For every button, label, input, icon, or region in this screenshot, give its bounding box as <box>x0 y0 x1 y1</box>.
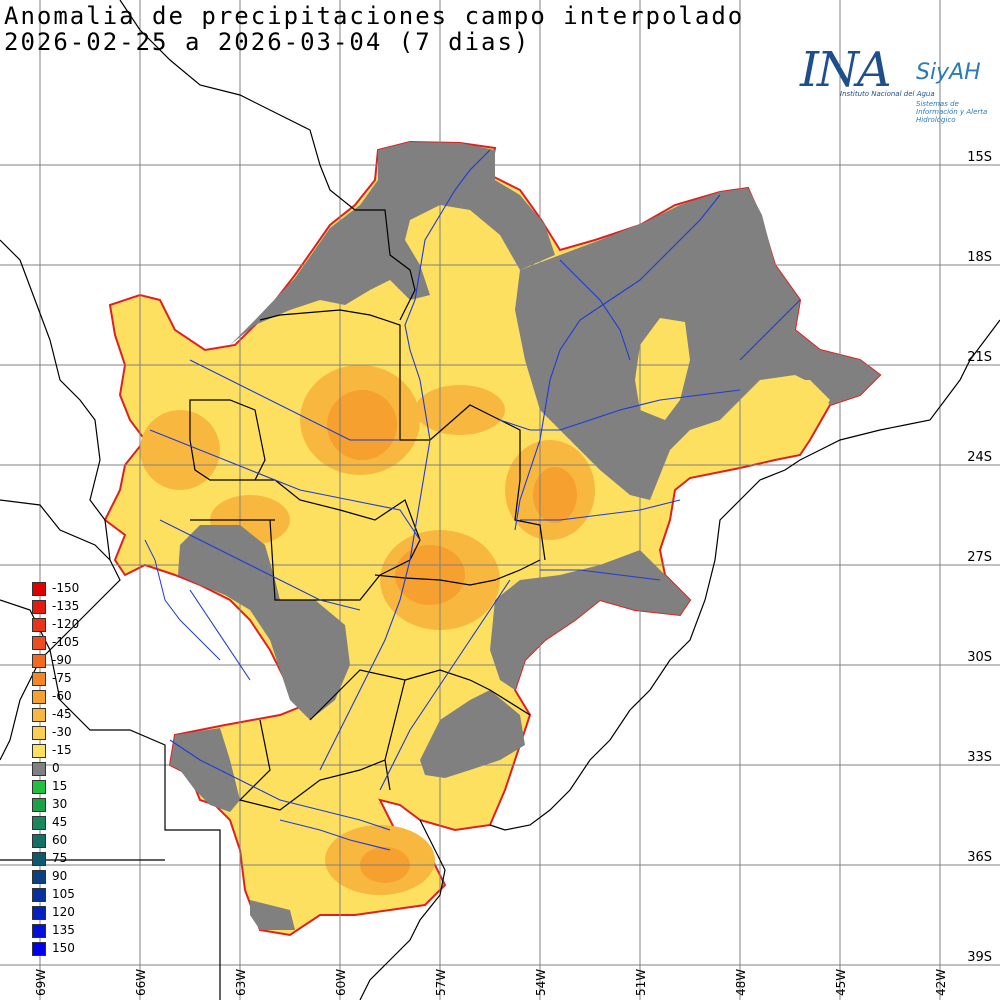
lat-label: 33S <box>967 750 992 765</box>
lon-label: 66W <box>134 968 148 996</box>
legend-entry: 45 <box>32 815 112 830</box>
lon-label: 45W <box>834 968 848 996</box>
legend-entry: -75 <box>32 671 112 686</box>
legend-entry: 150 <box>32 941 112 956</box>
legend-entry: 135 <box>32 923 112 938</box>
legend-swatch <box>32 762 46 776</box>
legend-entry: -30 <box>32 725 112 740</box>
legend-entry: 120 <box>32 905 112 920</box>
legend-swatch <box>32 636 46 650</box>
legend-label: -75 <box>52 671 72 685</box>
lon-label: 48W <box>734 968 748 996</box>
legend-label: -30 <box>52 725 72 739</box>
legend-swatch <box>32 888 46 902</box>
logo-institute-text: Instituto Nacional del Agua <box>840 90 935 98</box>
legend-swatch <box>32 906 46 920</box>
legend-swatch <box>32 924 46 938</box>
legend-swatch <box>32 726 46 740</box>
lat-label: 36S <box>967 850 992 865</box>
legend-label: 15 <box>52 779 68 793</box>
lat-label: 24S <box>967 450 992 465</box>
legend-label: 105 <box>52 887 75 901</box>
legend-label: 135 <box>52 923 75 937</box>
legend-entry: -135 <box>32 599 112 614</box>
legend-swatch <box>32 708 46 722</box>
coastline <box>359 319 1000 1000</box>
lon-label: 60W <box>334 968 348 996</box>
legend-swatch <box>32 690 46 704</box>
legend-swatch <box>32 600 46 614</box>
lon-label: 51W <box>634 968 648 996</box>
legend-entry: -45 <box>32 707 112 722</box>
legend-swatch <box>32 834 46 848</box>
legend-label: -90 <box>52 653 72 667</box>
legend-label: -45 <box>52 707 72 721</box>
legend-swatch <box>32 672 46 686</box>
legend-swatch <box>32 942 46 956</box>
bay-outline <box>144 539 221 661</box>
legend-entry: 105 <box>32 887 112 902</box>
lon-label: 69W <box>34 968 48 996</box>
logo-ina-text: INA <box>800 42 892 98</box>
legend-label: 30 <box>52 797 68 811</box>
legend-entry: 75 <box>32 851 112 866</box>
lon-label: 42W <box>934 968 948 996</box>
lon-label: 63W <box>234 968 248 996</box>
legend-swatch <box>32 816 46 830</box>
legend-label: -135 <box>52 599 80 613</box>
legend-entry: -15 <box>32 743 112 758</box>
legend-entry: -90 <box>32 653 112 668</box>
legend-entry: -60 <box>32 689 112 704</box>
legend-label: -120 <box>52 617 80 631</box>
legend-swatch <box>32 870 46 884</box>
legend-entry: -120 <box>32 617 112 632</box>
lat-label: 18S <box>967 250 992 265</box>
map-title: Anomalia de precipitaciones campo interp… <box>4 2 745 30</box>
legend-label: -60 <box>52 689 72 703</box>
logo-system-text: Sistemas de Información y Alerta Hidroló… <box>916 100 988 124</box>
legend-label: -150 <box>52 581 80 595</box>
legend-entry: 90 <box>32 869 112 884</box>
legend-label: 150 <box>52 941 75 955</box>
lon-label: 57W <box>434 968 448 996</box>
legend-swatch <box>32 582 46 596</box>
legend-entry: 0 <box>32 761 112 776</box>
legend-label: 120 <box>52 905 75 919</box>
lon-label: 54W <box>534 968 548 996</box>
lat-label: 27S <box>967 550 992 565</box>
ina-siyah-logo: INA SiyAH Instituto Nacional del Agua Si… <box>790 32 995 127</box>
lat-label: 30S <box>967 650 992 665</box>
lat-label: 39S <box>967 950 992 965</box>
legend-label: 90 <box>52 869 68 883</box>
legend-label: -15 <box>52 743 72 757</box>
logo-siyah-text: SiyAH <box>916 60 981 85</box>
legend-entry: 60 <box>32 833 112 848</box>
map-date-range: 2026-02-25 a 2026-03-04 (7 dias) <box>4 28 531 56</box>
legend-swatch <box>32 798 46 812</box>
legend-swatch <box>32 654 46 668</box>
legend-entry: -150 <box>32 581 112 596</box>
legend-label: 75 <box>52 851 68 865</box>
legend-swatch <box>32 618 46 632</box>
legend-label: 0 <box>52 761 60 775</box>
legend-label: 60 <box>52 833 68 847</box>
legend-swatch <box>32 780 46 794</box>
legend-entry: 15 <box>32 779 112 794</box>
rivers <box>149 149 801 851</box>
lat-label: 15S <box>967 150 992 165</box>
legend-entry: -105 <box>32 635 112 650</box>
legend-label: 45 <box>52 815 68 829</box>
legend-label: -105 <box>52 635 80 649</box>
legend-entry: 30 <box>32 797 112 812</box>
lat-label: 21S <box>967 350 992 365</box>
legend-swatch <box>32 852 46 866</box>
legend-swatch <box>32 744 46 758</box>
